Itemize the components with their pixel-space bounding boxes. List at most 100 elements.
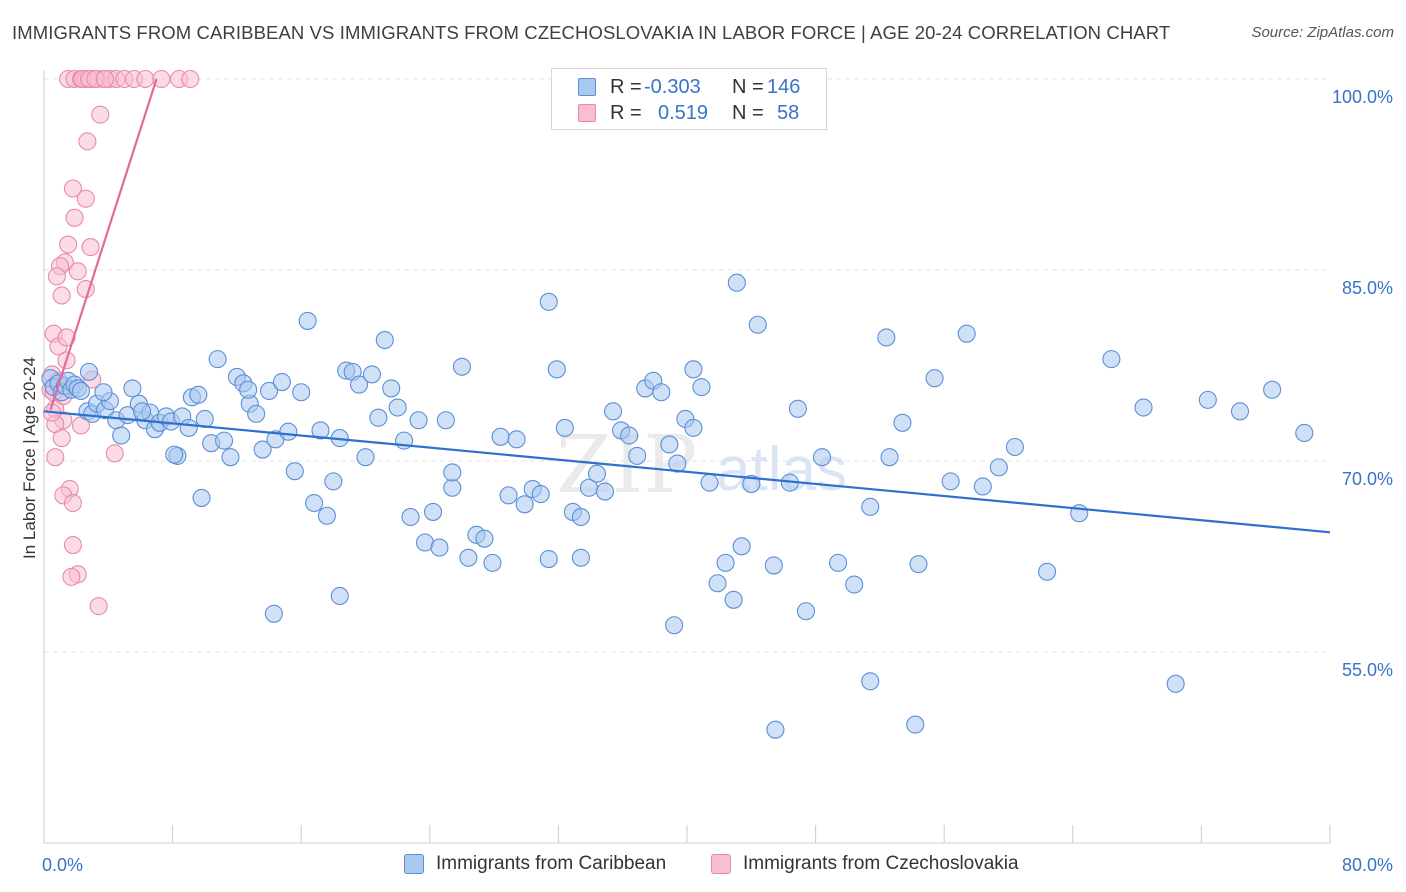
legend-label-czechoslovakia: Immigrants from Czechoslovakia: [743, 853, 1019, 874]
caribbean-point: [247, 404, 266, 423]
caribbean-point: [189, 385, 208, 404]
czechoslovakia-point: [52, 286, 71, 305]
x-tick-label: 80.0%: [1342, 855, 1393, 875]
czechoslovakia-point: [105, 444, 124, 463]
caribbean-point: [1166, 674, 1185, 693]
caribbean-point: [1102, 350, 1121, 369]
czechoslovakia-point: [63, 493, 82, 513]
czechoslovakia-point: [136, 69, 155, 89]
caribbean-point: [499, 486, 518, 505]
caribbean-point: [71, 381, 91, 401]
caribbean-point: [112, 426, 131, 445]
caribbean-point: [652, 383, 671, 402]
caribbean-point: [1134, 398, 1153, 417]
caribbean-point: [165, 445, 184, 464]
caribbean-point: [382, 379, 401, 398]
czechoslovakia-point: [59, 235, 78, 254]
caribbean-point: [311, 421, 330, 440]
stats-row-czechoslovakia: R = 0.519 N = 58: [552, 100, 826, 126]
caribbean-point: [941, 472, 960, 491]
czechoslovakia-swatch: [578, 104, 596, 122]
caribbean-point: [925, 369, 944, 388]
caribbean-point: [727, 273, 746, 292]
caribbean-point: [620, 426, 639, 445]
czechoslovakia-point: [68, 262, 87, 281]
czechoslovakia-point: [52, 429, 71, 448]
caribbean-point: [292, 383, 311, 402]
czechoslovakia-point: [76, 189, 95, 208]
tick-labels: 100.0% 85.0% 70.0% 55.0% 0.0% 80.0%: [42, 87, 1393, 875]
caribbean-point: [665, 616, 684, 635]
watermark-atlas: atlas: [716, 435, 847, 504]
caribbean-point: [423, 502, 443, 521]
caribbean-point: [766, 720, 785, 739]
caribbean-point: [539, 549, 558, 569]
caribbean-point: [796, 602, 816, 621]
caribbean-point: [742, 474, 761, 493]
caribbean-point: [123, 379, 142, 398]
caribbean-point: [264, 604, 283, 623]
r-value: 0.519: [658, 102, 709, 124]
caribbean-point: [531, 485, 550, 504]
stats-row-caribbean: R = -0.303 N = 146: [552, 74, 826, 100]
caribbean-point: [214, 431, 234, 450]
caribbean-point: [356, 448, 375, 467]
caribbean-point: [668, 454, 687, 473]
caribbean-point: [595, 482, 615, 501]
caribbean-point: [1005, 437, 1024, 457]
caribbean-point: [861, 672, 880, 691]
caribbean-point: [483, 553, 502, 572]
caribbean-point: [604, 402, 623, 421]
caribbean-point: [893, 413, 912, 432]
caribbean-point: [259, 381, 279, 401]
caribbean-legend-swatch: [404, 854, 424, 874]
caribbean-point: [375, 330, 394, 350]
caribbean-point: [350, 375, 369, 394]
n-value: 146: [767, 76, 801, 98]
caribbean-point: [845, 575, 864, 594]
caribbean-point: [684, 360, 703, 379]
caribbean-point: [880, 448, 899, 467]
czechoslovakia-legend-swatch: [711, 854, 731, 874]
czechoslovakia-point: [78, 132, 97, 151]
caribbean-point: [324, 472, 343, 491]
czechoslovakia-point: [96, 69, 115, 89]
czechoslovakia-trend-line: [49, 78, 158, 411]
caribbean-point: [443, 478, 462, 497]
caribbean-point: [788, 399, 807, 418]
caribbean-point: [94, 383, 113, 402]
caribbean-point: [571, 507, 590, 527]
caribbean-point: [79, 362, 99, 381]
caribbean-point: [708, 574, 727, 593]
caribbean-point: [330, 586, 349, 606]
chart-title: IMMIGRANTS FROM CARIBBEAN VS IMMIGRANTS …: [12, 22, 1171, 43]
czechoslovakia-point: [91, 105, 110, 124]
n-value: 58: [777, 102, 800, 124]
caribbean-point: [317, 506, 336, 525]
caribbean-point: [1263, 380, 1282, 399]
series-czechoslovakia-points: [41, 69, 200, 616]
caribbean-point: [748, 315, 767, 334]
caribbean-point: [515, 495, 534, 514]
caribbean-point: [684, 418, 703, 437]
caribbean-point: [409, 411, 428, 430]
caribbean-point: [279, 422, 298, 441]
chart-legend: Immigrants from Caribbean Immigrants fro…: [0, 852, 1406, 878]
caribbean-point: [443, 463, 462, 482]
caribbean-point: [1230, 402, 1250, 421]
caribbean-point: [239, 380, 258, 399]
caribbean-point: [660, 435, 679, 454]
caribbean-point: [1295, 423, 1314, 443]
caribbean-point: [507, 430, 526, 449]
y-tick-label: 55.0%: [1342, 660, 1393, 680]
czechoslovakia-point: [63, 179, 82, 198]
czechoslovakia-point: [152, 69, 171, 89]
correlation-stats-box: R = -0.303 N = 146 R = 0.519 N = 58: [551, 68, 827, 130]
caribbean-point: [906, 715, 925, 734]
y-tick-label: 85.0%: [1342, 278, 1393, 298]
caribbean-point: [555, 418, 574, 437]
caribbean-point: [724, 590, 743, 609]
r-label: R =: [610, 76, 642, 98]
caribbean-point: [973, 477, 992, 496]
